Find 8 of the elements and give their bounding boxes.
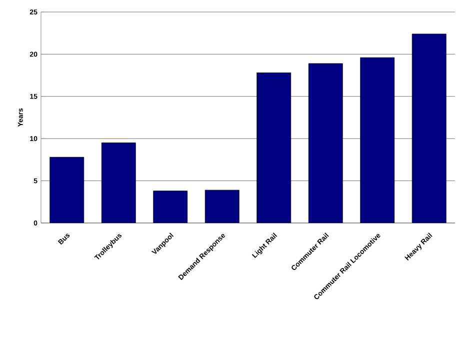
bar	[256, 72, 292, 223]
bar	[101, 142, 136, 223]
bar	[153, 190, 188, 223]
bar	[50, 156, 84, 223]
bar	[308, 63, 343, 223]
bar	[412, 34, 446, 223]
bar	[360, 57, 395, 223]
bar	[204, 190, 240, 223]
